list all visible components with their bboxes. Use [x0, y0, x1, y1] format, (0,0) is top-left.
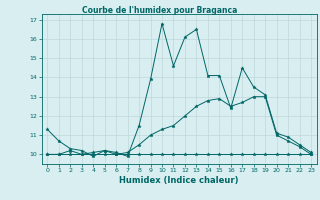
- Text: Courbe de l'humidex pour Braganca: Courbe de l'humidex pour Braganca: [82, 6, 238, 15]
- X-axis label: Humidex (Indice chaleur): Humidex (Indice chaleur): [119, 176, 239, 185]
